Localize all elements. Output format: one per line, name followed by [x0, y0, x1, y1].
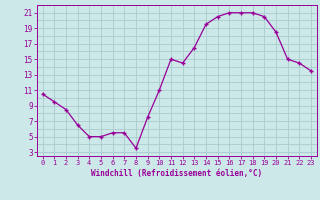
X-axis label: Windchill (Refroidissement éolien,°C): Windchill (Refroidissement éolien,°C): [91, 169, 262, 178]
